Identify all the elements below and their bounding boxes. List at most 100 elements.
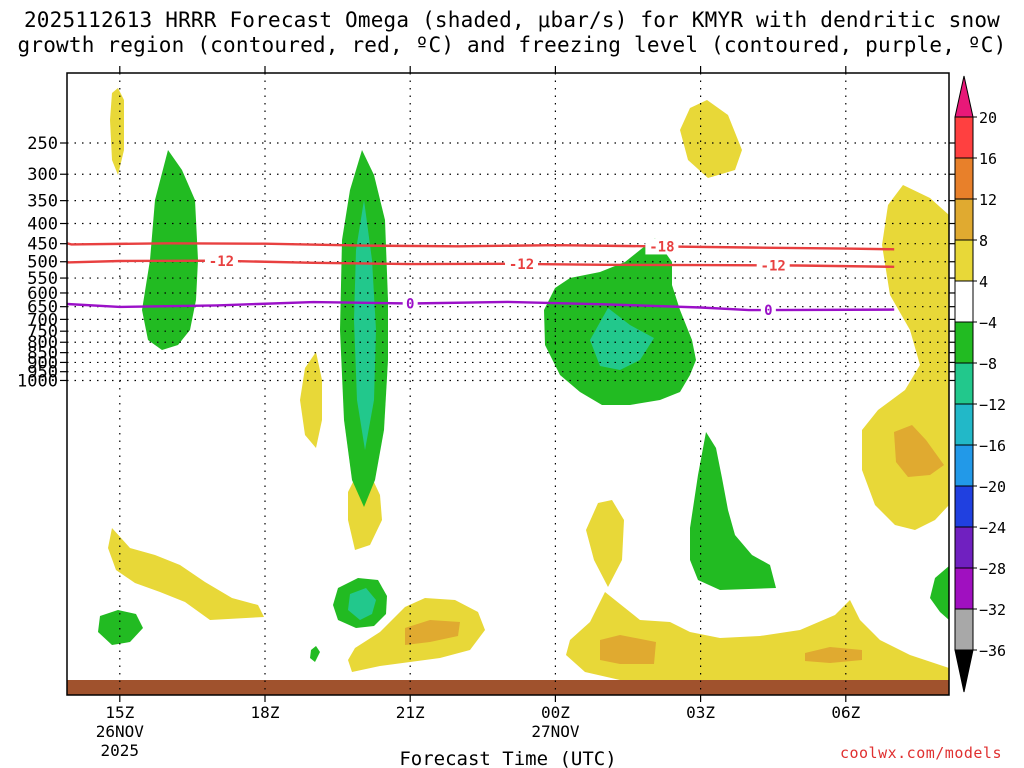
chart-title-line-1: 2025112613 HRRR Forecast Omega (shaded, … [23, 8, 1001, 32]
x-tick-year: 2025 [101, 741, 140, 760]
colorbar-tick-label: −12 [979, 396, 1006, 414]
colorbar-top-arrow [954, 75, 974, 118]
omega-region-yellow [862, 185, 949, 530]
colorbar-tick-label: 8 [979, 232, 988, 250]
x-tick-date: 27NOV [531, 722, 580, 741]
omega-region-green [930, 566, 949, 620]
contour-line [66, 300, 895, 312]
contour-label-bg [204, 252, 238, 269]
omega-region-yellow [348, 478, 382, 550]
colorbar: 20 16 12 8 4 −4 −8 −12 −16 −20 −24 −28 −32 −36 [954, 75, 1006, 693]
omega-region-orange [805, 647, 862, 663]
omega-region-orange [894, 425, 944, 477]
x-tick-label: 03Z [686, 703, 715, 722]
colorbar-swatch [954, 608, 974, 651]
colorbar-tick-label: −28 [979, 560, 1006, 578]
x-tick-label: 06Z [831, 703, 860, 722]
colorbar-swatch [954, 444, 974, 487]
terrain-surface [67, 680, 949, 695]
colorbar-tick-label: 16 [979, 150, 997, 168]
colorbar-tick-label: −24 [979, 519, 1006, 537]
omega-region-yellow [300, 352, 322, 448]
y-tick-label: 700 [27, 310, 58, 330]
omega-region-green [142, 150, 198, 350]
y-tick-label: 450 [27, 235, 58, 255]
omega-region-yellow [108, 528, 264, 620]
contour-label-bg [756, 257, 790, 274]
plot-frame [66, 72, 950, 696]
colorbar-swatch [954, 239, 974, 282]
omega-region-green [310, 646, 320, 662]
y-tick-label: 950 [27, 363, 58, 383]
x-tick-date: 26NOV [96, 722, 145, 741]
grid-lines [67, 73, 949, 695]
contour-label-bg [505, 255, 539, 272]
y-tick-label: 500 [27, 253, 58, 273]
contour-label: -18 [649, 239, 674, 255]
x-tick-label: 18Z [251, 703, 280, 722]
colorbar-tick-label: −32 [979, 601, 1006, 619]
chart-title-line-2: growth region (contoured, red, ºC) and f… [17, 33, 1007, 57]
y-tick-label: 550 [27, 269, 58, 289]
colorbar-swatch [954, 362, 974, 405]
y-tick-label: 300 [27, 165, 58, 185]
y-tick-label: 400 [27, 215, 58, 235]
contour-label: -12 [209, 254, 234, 270]
omega-region-teal [348, 588, 376, 620]
contour-line [66, 242, 895, 251]
y-tick-label: 600 [27, 284, 58, 304]
contour-label: -12 [509, 257, 534, 273]
omega-region-yellow [110, 88, 124, 175]
contour-label-bg [645, 238, 679, 255]
x-axis-label: Forecast Time (UTC) [399, 748, 616, 768]
colorbar-swatch [954, 526, 974, 569]
y-axis: 250 300 350 4004505005506006507007508008509… [17, 134, 956, 391]
omega-region-teal [590, 308, 654, 370]
omega-region-orange [600, 635, 656, 664]
colorbar-tick-label: −20 [979, 478, 1006, 496]
contour-label-bg [760, 302, 776, 319]
omega-region-yellow [586, 500, 624, 587]
y-tick-label: 650 [27, 298, 58, 318]
colorbar-tick-label: −8 [979, 355, 997, 373]
y-tick-label: 750 [27, 322, 58, 342]
omega-region-orange [405, 620, 460, 645]
colorbar-bottom-arrow [954, 649, 974, 693]
colorbar-tick-label: −16 [979, 437, 1006, 455]
colorbar-tick-label: −36 [979, 642, 1006, 660]
omega-region-green [98, 610, 143, 645]
colorbar-swatch [954, 403, 974, 446]
contour-label: 0 [764, 303, 772, 319]
contour-label: -12 [761, 258, 786, 274]
colorbar-swatch [954, 198, 974, 241]
y-tick-label: 1000 [17, 371, 58, 391]
omega-region-green [690, 432, 776, 590]
y-tick-label: 350 [27, 192, 58, 212]
contour-lines: -18 -12 -12 -12 0 0 [66, 238, 895, 319]
x-tick-label: 00Z [541, 703, 570, 722]
colorbar-swatch [954, 116, 974, 159]
contour-line [66, 259, 895, 268]
colorbar-swatch [954, 485, 974, 528]
omega-region-yellow [680, 100, 742, 178]
x-tick-label: 21Z [396, 703, 425, 722]
colorbar-swatch [954, 321, 974, 364]
colorbar-swatch [954, 567, 974, 610]
contour-label-bg [402, 295, 418, 312]
y-tick-label: 850 [27, 344, 58, 364]
credit-link[interactable]: coolwx.com/models [839, 744, 1002, 762]
y-tick-label: 800 [27, 333, 58, 353]
omega-shading [67, 88, 949, 695]
colorbar-tick-label: 20 [979, 109, 997, 127]
colorbar-tick-label: 4 [979, 273, 988, 291]
x-tick-label: 15Z [105, 703, 134, 722]
y-tick-label: 250 [27, 134, 58, 154]
contour-label: 0 [406, 296, 414, 312]
colorbar-tick-label: 12 [979, 191, 997, 209]
colorbar-tick-label: −4 [979, 314, 997, 332]
y-tick-label: 900 [27, 353, 58, 373]
colorbar-swatch [954, 280, 974, 323]
colorbar-swatch [954, 157, 974, 200]
